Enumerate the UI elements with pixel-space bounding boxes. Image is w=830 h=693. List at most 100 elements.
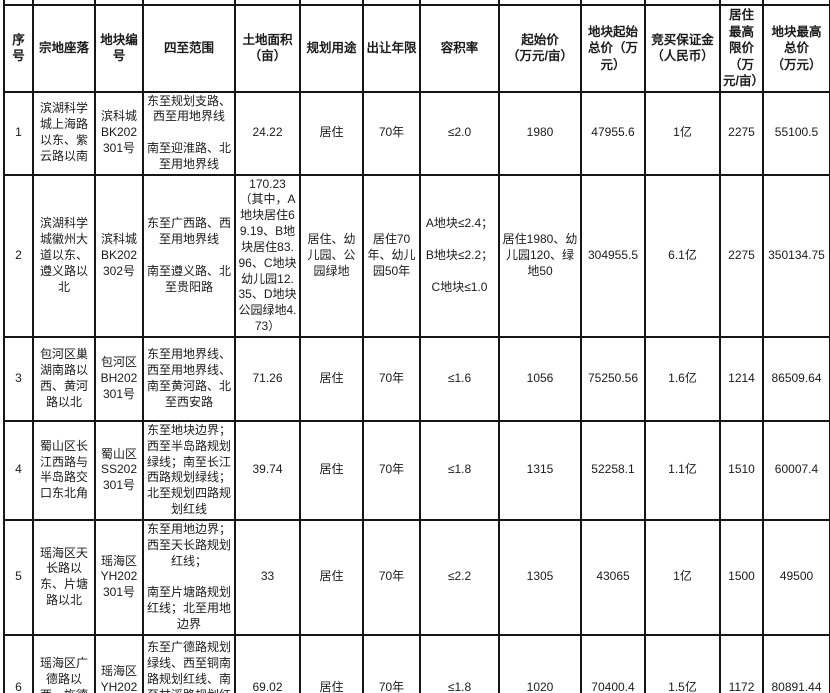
land-parcel-table: 序号 宗地座落 地块编号 四至范围 土地面积（亩） 规划用途 出让年限 容积率 …: [3, 0, 830, 693]
column-header-parcel-no: 地块编号: [94, 4, 144, 93]
table-cell: 5: [3, 518, 34, 636]
table-cell: 75250.56: [580, 335, 646, 422]
table-cell: 滨湖科学城徽州大道以东、遵义路以北: [32, 173, 96, 338]
table-cell: 24.22: [234, 90, 301, 176]
column-header-start-price: 起始价 （万元/亩）: [498, 4, 582, 93]
table-cell: 4: [3, 419, 34, 521]
column-header-max-total: 地块最高总价 （万元）: [762, 4, 830, 93]
table-cell: 350134.75: [762, 173, 830, 338]
table-cell: 1020: [498, 633, 582, 693]
table-cell: 东至地块边界；西至半岛路规划绿线；南至长江西路规划绿线；北至规划四路规划红线: [142, 419, 236, 521]
sliver-cell: [32, 0, 96, 6]
table-row: 3 包河区巢湖南路以西、黄河路以北 包河区BH202301号 东至用地界线、西至…: [3, 335, 830, 422]
column-header-area: 土地面积（亩）: [234, 4, 301, 93]
table-cell: ≤1.8: [419, 419, 500, 521]
table-cell: 1: [3, 90, 34, 176]
column-header-location: 宗地座落: [32, 4, 96, 93]
sliver-cell: [299, 0, 364, 6]
table-cell: 2275: [719, 173, 764, 338]
table-cell: 39.74: [234, 419, 301, 521]
table-cell: ≤2.0: [419, 90, 500, 176]
table-cell: A地块≤2.4； B地块≤2.2； C地块≤1.0: [419, 173, 500, 338]
table-row: 5 瑶海区天长路以东、片塘路以北 瑶海区YH202301号 东至用地边界；西至天…: [3, 518, 830, 636]
table-cell: ≤2.2: [419, 518, 500, 636]
sliver-cell: [3, 0, 34, 6]
table-cell: 蜀山区长江西路与半岛路交口东北角: [32, 419, 96, 521]
sliver-cell: [362, 0, 421, 6]
table-cell: 1500: [719, 518, 764, 636]
table-cell: 304955.5: [580, 173, 646, 338]
top-border-sliver: [3, 0, 830, 6]
table-cell: 1172: [719, 633, 764, 693]
table-cell: 蜀山区SS202301号: [94, 419, 144, 521]
table-cell: 滨科城BK202302号: [94, 173, 144, 338]
table-cell: 6.1亿: [644, 173, 721, 338]
table-cell: 2275: [719, 90, 764, 176]
table-header-row: 序号 宗地座落 地块编号 四至范围 土地面积（亩） 规划用途 出让年限 容积率 …: [3, 4, 830, 93]
table-cell: 1056: [498, 335, 582, 422]
table-cell: 滨湖科学城上海路以东、紫云路以南: [32, 90, 96, 176]
table-cell: 70年: [362, 335, 421, 422]
table-cell: 包河区BH202301号: [94, 335, 144, 422]
column-header-plot-ratio: 容积率: [419, 4, 500, 93]
table-cell: 瑶海区YH202302号: [94, 633, 144, 693]
table-row: 2 滨湖科学城徽州大道以东、遵义路以北 滨科城BK202302号 东至广西路、西…: [3, 173, 830, 338]
sliver-cell: [719, 0, 764, 6]
column-header-boundaries: 四至范围: [142, 4, 236, 93]
table-cell: 居住: [299, 90, 364, 176]
sliver-cell: [142, 0, 236, 6]
table-cell: 3: [3, 335, 34, 422]
table-cell: 69.02: [234, 633, 301, 693]
table-cell: 东至规划支路、西至用地界线 南至迎淮路、北至用地界线: [142, 90, 236, 176]
table-cell: 东至用地界线、西至用地界线、南至黄河路、北至西安路: [142, 335, 236, 422]
table-cell: 东至广西路、西至用地界线 南至遵义路、北至贵阳路: [142, 173, 236, 338]
column-header-start-total: 地块起始总价（万元）: [580, 4, 646, 93]
table-cell: 居住: [299, 518, 364, 636]
sliver-cell: [580, 0, 646, 6]
table-cell: 瑶海区天长路以东、片塘路以北: [32, 518, 96, 636]
table-cell: 包河区巢湖南路以西、黄河路以北: [32, 335, 96, 422]
table-cell: 瑶海区YH202301号: [94, 518, 144, 636]
table-row: 1 滨湖科学城上海路以东、紫云路以南 滨科城BK202301号 东至规划支路、西…: [3, 90, 830, 176]
sliver-cell: [94, 0, 144, 6]
table-cell: 80891.44: [762, 633, 830, 693]
table-cell: 52258.1: [580, 419, 646, 521]
sliver-cell: [419, 0, 500, 6]
table-cell: 东至广德路规划绿线、西至铜南路规划红线、南至甘溪路规划红线、北至旌德路规划绿线: [142, 633, 236, 693]
table-cell: 1.5亿: [644, 633, 721, 693]
table-row: 4 蜀山区长江西路与半岛路交口东北角 蜀山区SS202301号 东至地块边界；西…: [3, 419, 830, 521]
table-cell: 居住: [299, 335, 364, 422]
table-cell: ≤1.8: [419, 633, 500, 693]
table-cell: 1980: [498, 90, 582, 176]
column-header-seq: 序号: [3, 4, 34, 93]
table-cell: 东至用地边界；西至天长路规划红线； 南至片塘路规划红线；北至用地边界: [142, 518, 236, 636]
table-cell: 居住: [299, 419, 364, 521]
table-cell: 居住1980、幼儿园120、绿地50: [498, 173, 582, 338]
table-cell: 1亿: [644, 90, 721, 176]
table-cell: 1315: [498, 419, 582, 521]
table-cell: 70400.4: [580, 633, 646, 693]
table-cell: 2: [3, 173, 34, 338]
table-cell: 70年: [362, 90, 421, 176]
column-header-deposit: 竞买保证金 （人民币）: [644, 4, 721, 93]
table-cell: 55100.5: [762, 90, 830, 176]
table-cell: 居住、幼儿园、公园绿地: [299, 173, 364, 338]
table-cell: 瑶海区广德路以西、旌德路以南: [32, 633, 96, 693]
table-cell: 60007.4: [762, 419, 830, 521]
table-cell: 71.26: [234, 335, 301, 422]
table-cell: 70年: [362, 419, 421, 521]
table-cell: ≤1.6: [419, 335, 500, 422]
table-cell: 33: [234, 518, 301, 636]
table-cell: 1.6亿: [644, 335, 721, 422]
table-cell: 70年: [362, 518, 421, 636]
table-row: 6 瑶海区广德路以西、旌德路以南 瑶海区YH202302号 东至广德路规划绿线、…: [3, 633, 830, 693]
table-cell: 47955.6: [580, 90, 646, 176]
table-cell: 居住: [299, 633, 364, 693]
table-cell: 1305: [498, 518, 582, 636]
table-cell: 1.1亿: [644, 419, 721, 521]
sliver-cell: [498, 0, 582, 6]
table-cell: 49500: [762, 518, 830, 636]
table-cell: 滨科城BK202301号: [94, 90, 144, 176]
table-cell: 1亿: [644, 518, 721, 636]
